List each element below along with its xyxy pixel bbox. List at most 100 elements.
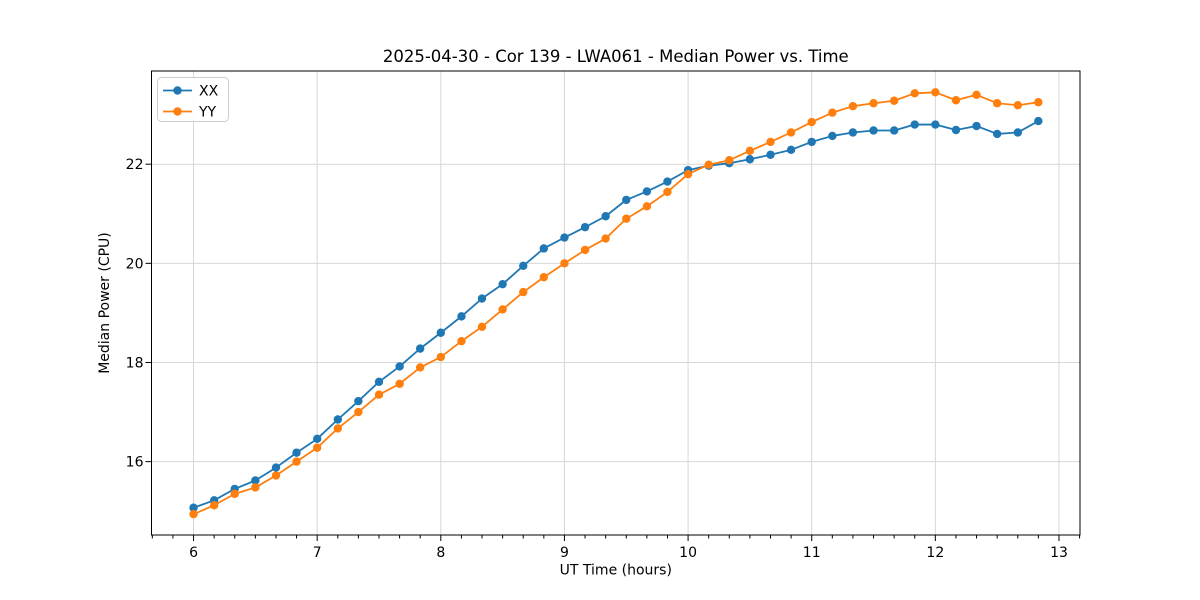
y-tick-label: 18 xyxy=(126,355,144,371)
legend-label-yy: YY xyxy=(198,105,217,121)
series-yy-marker xyxy=(457,336,466,346)
series-yy-marker xyxy=(972,90,981,99)
series-yy-marker xyxy=(931,88,940,97)
series-xx-marker xyxy=(972,121,981,131)
series-yy-marker xyxy=(910,89,919,98)
series-xx-marker xyxy=(745,155,755,164)
series-xx-marker xyxy=(539,244,548,253)
series-xx-marker xyxy=(622,195,631,205)
series-xx-marker xyxy=(251,476,260,485)
series-yy-marker xyxy=(622,214,631,223)
series-xx-marker xyxy=(312,434,322,444)
series-yy-marker xyxy=(354,407,363,417)
legend-label-xx: XX xyxy=(199,84,219,100)
x-tick-label: 10 xyxy=(679,545,697,561)
series-yy-marker xyxy=(477,322,487,331)
series-yy-marker xyxy=(848,101,858,111)
series-xx-marker xyxy=(189,503,198,512)
series-xx-marker xyxy=(519,261,528,271)
series-yy-marker xyxy=(209,501,219,510)
plot-area xyxy=(151,70,1081,536)
series-yy-marker xyxy=(951,96,961,105)
series-xx-marker xyxy=(292,448,301,457)
series-yy-marker xyxy=(271,471,281,480)
series-yy-marker xyxy=(189,509,198,519)
series-yy-marker xyxy=(1013,101,1023,110)
series-xx-marker xyxy=(395,362,404,371)
series-xx-marker xyxy=(910,120,919,129)
series-yy-marker xyxy=(292,457,301,466)
series-yy-marker xyxy=(539,273,548,282)
x-tick-label: 13 xyxy=(1050,545,1068,561)
grid-layer xyxy=(151,71,1080,535)
series-yy-marker xyxy=(869,99,878,108)
axis-layer: 6 7 8 9 10 11 12 13 16 18 20 22 xyxy=(126,157,1081,561)
series-yy-marker xyxy=(395,379,404,389)
y-axis-label: Median Power (CPU) xyxy=(97,232,113,374)
x-tick-label: 9 xyxy=(560,545,569,561)
y-tick-label: 22 xyxy=(126,157,144,173)
x-tick-label: 11 xyxy=(803,545,821,561)
series-yy-marker xyxy=(745,146,755,156)
legend: XX YY xyxy=(157,77,229,122)
series-xx-marker xyxy=(498,279,507,289)
x-tick-label: 7 xyxy=(313,545,322,561)
series-xx-marker xyxy=(1013,128,1023,137)
series-yy-marker xyxy=(807,117,816,127)
legend-item-yy: YY xyxy=(163,105,217,121)
x-tick-label: 6 xyxy=(189,545,198,561)
series-xx-marker xyxy=(828,131,837,141)
series-yy-marker xyxy=(828,108,837,117)
series-yy-marker xyxy=(642,202,652,211)
series-xx xyxy=(189,116,1043,512)
series-xx-marker xyxy=(601,212,610,221)
series-yy-marker xyxy=(601,234,610,243)
series-xx-marker xyxy=(436,328,446,337)
legend-marker-yy xyxy=(173,107,182,116)
series-xx-marker xyxy=(992,129,1002,139)
series-yy-marker xyxy=(704,160,713,169)
series-xx-marker xyxy=(1034,116,1043,126)
y-tick-label: 16 xyxy=(126,455,144,471)
series-xx-marker xyxy=(931,120,940,129)
series-yy-marker xyxy=(1034,98,1043,107)
legend-item-xx: XX xyxy=(163,84,219,100)
series-yy-marker xyxy=(436,352,446,362)
series-yy-marker xyxy=(312,443,322,452)
series-yy-marker xyxy=(683,169,693,179)
series-yy-marker xyxy=(725,156,734,165)
series-yy-marker xyxy=(519,287,528,297)
series-xx-marker xyxy=(271,463,281,472)
series-xx-marker xyxy=(807,137,816,147)
series-yy-marker xyxy=(766,137,775,147)
series-yy-line xyxy=(192,91,1040,516)
series-xx-marker xyxy=(560,233,569,242)
series-yy-marker xyxy=(498,305,507,314)
series-xx-marker xyxy=(457,312,466,321)
series-xx-marker xyxy=(663,177,672,186)
series-xx-marker xyxy=(786,145,796,155)
series-xx-marker xyxy=(951,125,961,135)
series-xx-marker xyxy=(374,377,384,387)
series-yy-marker xyxy=(580,245,590,255)
series-xx-marker xyxy=(869,126,878,135)
series-xx-marker xyxy=(580,222,590,232)
x-tick-label: 8 xyxy=(436,545,445,561)
series-yy-marker xyxy=(889,96,899,105)
series-yy-marker xyxy=(663,187,672,197)
x-tick-label: 12 xyxy=(926,545,944,561)
series-xx-marker xyxy=(354,396,363,406)
series-xx-marker xyxy=(889,126,899,135)
y-tick-label: 20 xyxy=(126,256,144,272)
series-yy-marker xyxy=(992,99,1002,108)
series-xx-marker xyxy=(415,344,425,353)
series-xx-marker xyxy=(642,187,652,196)
series-layer xyxy=(189,88,1043,519)
legend-marker-xx xyxy=(173,86,182,95)
series-yy-marker xyxy=(251,483,260,492)
series-xx-marker xyxy=(477,294,487,303)
series-yy-marker xyxy=(560,259,569,268)
series-yy-marker xyxy=(333,424,343,433)
